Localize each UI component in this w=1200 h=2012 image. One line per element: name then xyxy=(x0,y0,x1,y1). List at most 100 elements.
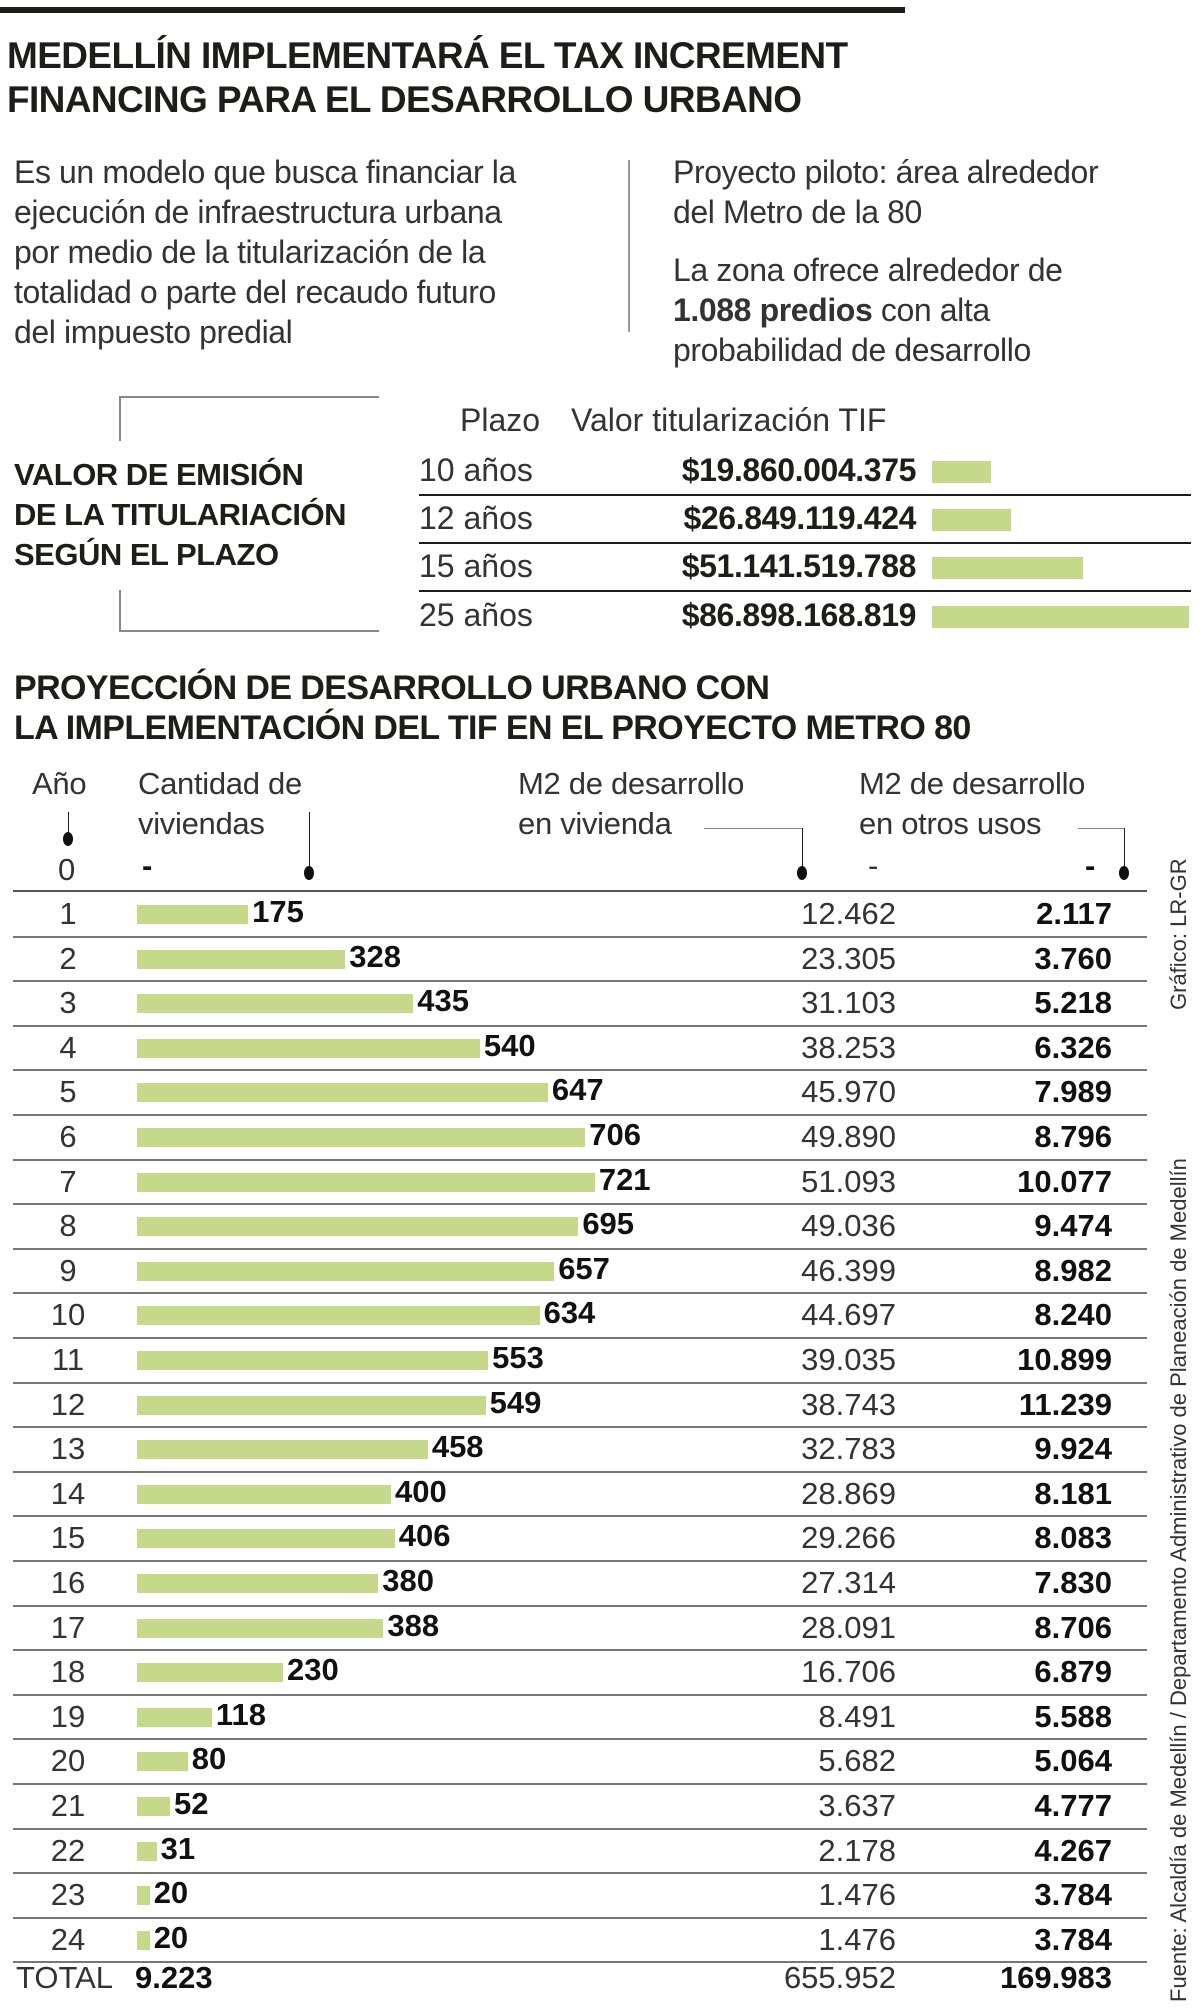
intro-divider xyxy=(628,160,630,332)
intro-line: Proyecto piloto: área alrededor xyxy=(673,154,1099,190)
year-cell: 22 xyxy=(50,1832,86,1868)
homes-value: 328 xyxy=(349,938,401,974)
graphic-credit: Gráfico: LR-GR xyxy=(1166,858,1191,1010)
m2-home-value: 29.266 xyxy=(801,1520,896,1556)
row-divider xyxy=(419,590,1191,592)
homes-bar xyxy=(137,1038,480,1058)
year-cell: 13 xyxy=(50,1431,86,1467)
m2-home-value: 28.869 xyxy=(801,1475,896,1511)
row-divider xyxy=(13,1247,1147,1250)
intro-line: por medio de la titularización de la xyxy=(14,234,486,270)
valor-bar xyxy=(932,557,1084,579)
leader-dot xyxy=(63,832,73,846)
intro-right: Proyecto piloto: área alrededor del Metr… xyxy=(673,152,1099,370)
homes-bar xyxy=(137,1797,171,1816)
leader-dot xyxy=(304,866,314,880)
leader-dot xyxy=(797,866,807,880)
row-divider xyxy=(13,1693,1147,1696)
row-divider xyxy=(13,1114,1147,1116)
emission-title-line: VALOR DE EMISIÓN xyxy=(14,457,304,492)
col-header-line: M2 de desarrollo xyxy=(859,766,1086,801)
projection-title-line-2: LA IMPLEMENTACIÓN DEL TIF EN EL PROYECTO… xyxy=(14,709,971,747)
m2-home-value: 31.103 xyxy=(801,985,896,1021)
m2-other-value: 3.760 xyxy=(1034,940,1112,976)
m2-other-value: 8.240 xyxy=(1034,1297,1112,1333)
year-cell: 17 xyxy=(50,1609,86,1645)
homes-value: 549 xyxy=(489,1384,542,1420)
col-header-m2-other: M2 de desarrollo en otros usos xyxy=(859,764,1085,844)
total-label: TOTAL xyxy=(16,1960,114,1995)
source-credit: Fuente: Alcaldía de Medellín / Departame… xyxy=(1166,1158,1191,2002)
year-cell: 11 xyxy=(51,1342,85,1377)
row-divider xyxy=(419,494,1191,496)
col-header-year: Año xyxy=(32,766,87,801)
valor-label: $86.898.168.819 xyxy=(681,597,917,633)
emission-title-line: DE LA TITULARIACIÓN xyxy=(14,497,347,532)
valor-label: $51.141.519.788 xyxy=(681,548,917,584)
m2-home-value: 1.476 xyxy=(818,1877,896,1913)
m2-other-value: 5.064 xyxy=(1034,1743,1112,1779)
row-divider xyxy=(13,1827,1147,1830)
year-cell: 9 xyxy=(59,1252,77,1288)
plazo-label: 10 años xyxy=(419,452,533,488)
total-homes: 9.223 xyxy=(135,1960,213,1995)
row-divider xyxy=(13,1158,1147,1161)
m2-home-value: 51.093 xyxy=(801,1163,896,1199)
homes-value: 118 xyxy=(215,1696,266,1732)
m2-other-value: 3.784 xyxy=(1034,1877,1112,1913)
homes-bar xyxy=(137,1395,486,1415)
top-rule xyxy=(0,7,905,13)
homes-value: 540 xyxy=(483,1027,536,1063)
homes-value: 230 xyxy=(287,1652,339,1688)
row-divider xyxy=(13,1649,1147,1652)
m2-home-value: 27.314 xyxy=(801,1565,896,1600)
leader-m2-other-h xyxy=(1078,828,1124,829)
homes-bar xyxy=(137,1261,555,1281)
m2-other-value: 5.588 xyxy=(1034,1698,1112,1734)
year0-m2-other: - xyxy=(1085,848,1096,883)
projection-title-line-1: PROYECCIÓN DE DESARROLLO URBANO CON xyxy=(14,669,770,707)
row-divider xyxy=(13,1470,1147,1473)
row-divider xyxy=(13,1069,1147,1072)
leader-year xyxy=(68,812,69,836)
year-cell: 20 xyxy=(50,1743,86,1779)
row-divider xyxy=(13,1024,1147,1027)
bracket-top xyxy=(119,396,379,398)
plazo-label: 25 años xyxy=(419,597,533,633)
row-divider xyxy=(13,1783,1147,1785)
headline-line-2: FINANCING PARA EL DESARROLLO URBANO xyxy=(7,79,802,120)
year-cell: 5 xyxy=(59,1074,77,1110)
intro-line: La zona ofrece alrededor de xyxy=(673,252,1063,288)
homes-value: 435 xyxy=(417,983,469,1019)
homes-bar xyxy=(137,1930,150,1950)
col-header-plazo: Plazo xyxy=(460,402,541,438)
homes-bar xyxy=(137,1484,391,1504)
year-cell: 16 xyxy=(50,1565,86,1600)
m2-home-value: 46.399 xyxy=(801,1252,896,1288)
homes-bar xyxy=(137,1886,150,1906)
homes-bar xyxy=(137,1128,586,1147)
homes-bar xyxy=(137,1574,379,1593)
homes-bar xyxy=(137,1217,579,1237)
homes-bar xyxy=(137,905,249,924)
col-header-homes: Cantidad de viviendas xyxy=(138,764,302,844)
m2-home-value: 38.743 xyxy=(801,1386,896,1422)
bracket-bottom xyxy=(119,630,379,632)
homes-bar xyxy=(137,1440,428,1460)
m2-other-value: 5.218 xyxy=(1034,985,1112,1021)
m2-other-value: 4.777 xyxy=(1034,1788,1112,1823)
year-cell: 14 xyxy=(50,1475,86,1511)
year-cell: 23 xyxy=(50,1877,86,1913)
homes-value: 380 xyxy=(382,1563,435,1598)
homes-value: 80 xyxy=(191,1741,227,1777)
homes-value: 721 xyxy=(598,1161,651,1197)
m2-home-value: 1.476 xyxy=(818,1921,896,1957)
homes-bar xyxy=(137,1663,284,1683)
m2-home-value: 28.091 xyxy=(801,1609,896,1645)
plazo-label: 15 años xyxy=(419,548,533,584)
table-top-rule xyxy=(13,890,1147,892)
m2-home-value: 2.178 xyxy=(818,1832,896,1868)
year-cell: 19 xyxy=(50,1698,86,1734)
year-cell: 24 xyxy=(50,1921,86,1957)
m2-home-value: 23.305 xyxy=(801,940,896,976)
